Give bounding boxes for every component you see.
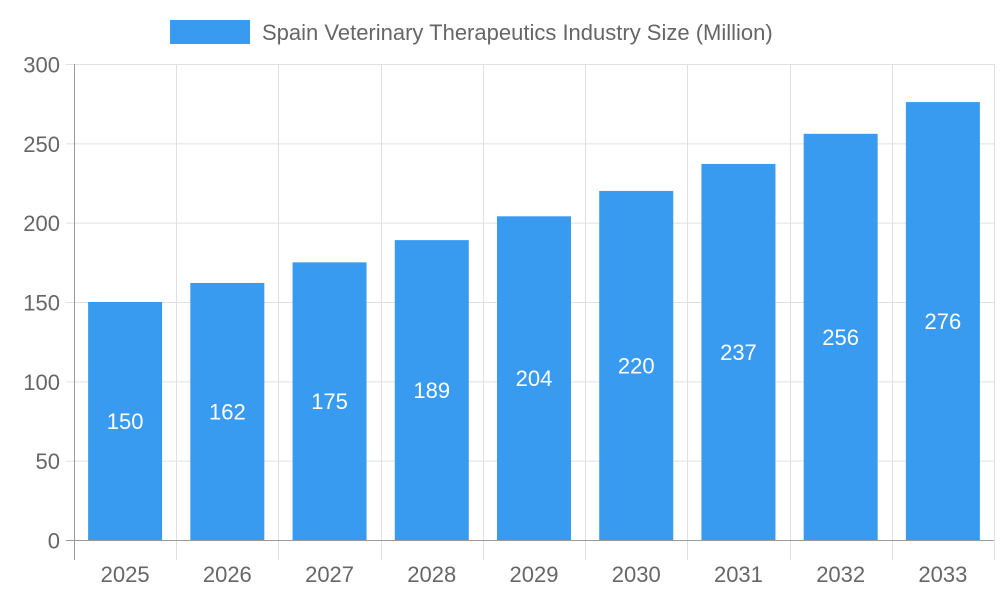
data-label: 237 bbox=[720, 340, 757, 365]
x-tick-label: 2025 bbox=[101, 562, 150, 587]
y-tick-label: 0 bbox=[48, 529, 60, 554]
bars: 150 162 175 189 204 220 237 256 276 bbox=[88, 102, 980, 540]
y-tick-label: 150 bbox=[23, 291, 60, 316]
bar-2031 bbox=[701, 163, 776, 540]
x-tick-label: 2030 bbox=[612, 562, 661, 587]
data-label: 276 bbox=[925, 309, 962, 334]
legend-swatch bbox=[170, 20, 250, 44]
data-label: 189 bbox=[413, 378, 450, 403]
axes: 0 50 100 150 200 250 300 2025 2026 2027 2028 2029 20… bbox=[23, 53, 994, 587]
bar-2026 bbox=[190, 282, 265, 540]
legend-label: Spain Veterinary Therapeutics Industry S… bbox=[262, 20, 773, 45]
y-tick-label: 50 bbox=[36, 449, 60, 474]
y-tick-label: 250 bbox=[23, 132, 60, 157]
bar-2030 bbox=[599, 190, 674, 540]
x-tick-label: 2028 bbox=[407, 562, 456, 587]
x-tick-label: 2033 bbox=[918, 562, 967, 587]
data-label: 162 bbox=[209, 399, 246, 424]
x-tick-label: 2031 bbox=[714, 562, 763, 587]
data-label: 204 bbox=[516, 366, 553, 391]
y-tick-label: 200 bbox=[23, 211, 60, 236]
bar-2025 bbox=[88, 302, 163, 540]
bar-2033 bbox=[905, 102, 980, 540]
x-tick-label: 2027 bbox=[305, 562, 354, 587]
bar-2029 bbox=[497, 216, 571, 540]
legend[interactable]: Spain Veterinary Therapeutics Industry S… bbox=[170, 20, 773, 45]
bar-2032 bbox=[803, 133, 878, 540]
data-label: 150 bbox=[107, 409, 144, 434]
data-label: 220 bbox=[618, 353, 655, 378]
y-tick-label: 300 bbox=[23, 53, 60, 78]
data-label: 175 bbox=[311, 389, 348, 414]
x-tick-label: 2029 bbox=[510, 562, 559, 587]
y-tick-label: 100 bbox=[23, 370, 60, 395]
data-label: 256 bbox=[822, 325, 859, 350]
bar-2028 bbox=[394, 240, 469, 540]
x-tick-label: 2026 bbox=[203, 562, 252, 587]
bar-2027 bbox=[292, 262, 367, 540]
x-tick-label: 2032 bbox=[816, 562, 865, 587]
